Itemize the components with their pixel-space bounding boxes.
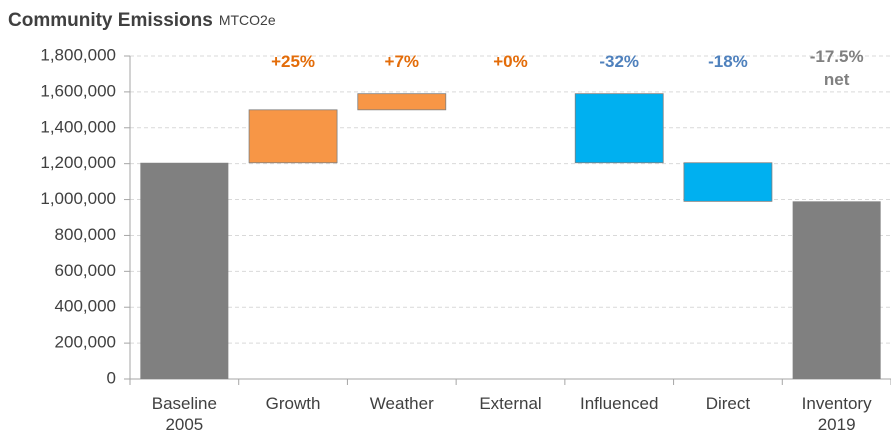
y-tick-label: 200,000 xyxy=(55,333,116,352)
x-tick-label: Baseline 2005 xyxy=(152,394,217,434)
chart-title: Community Emissions MTCO2e xyxy=(8,10,276,31)
x-tick-line: 2005 xyxy=(165,415,203,434)
x-tick-label: Influenced xyxy=(580,394,658,413)
bar xyxy=(140,162,229,379)
x-tick-label: Growth xyxy=(266,394,321,413)
x-tick-line: 2019 xyxy=(818,415,856,434)
annotation-line: -17.5% xyxy=(810,47,864,66)
y-tick-label: 600,000 xyxy=(55,261,116,280)
y-tick-label: 1,400,000 xyxy=(40,117,116,136)
annotation: -17.5% net xyxy=(810,47,864,89)
x-tick-line: Influenced xyxy=(580,394,658,413)
x-tick-label: Weather xyxy=(370,394,434,413)
annotation: +7% xyxy=(385,52,420,71)
annotation-line: +7% xyxy=(385,52,420,71)
annotation-line: +25% xyxy=(271,52,315,71)
y-tick-label: 0 xyxy=(107,368,116,387)
annotation-line: -18% xyxy=(708,52,748,71)
x-tick-line: Growth xyxy=(266,394,321,413)
bar xyxy=(792,201,881,379)
y-tick-label: 1,600,000 xyxy=(40,81,116,100)
annotation: +0% xyxy=(493,52,528,71)
annotation-line: -32% xyxy=(599,52,639,71)
x-tick-label: Direct xyxy=(706,394,751,413)
bar xyxy=(683,162,773,202)
annotation: +25% xyxy=(271,52,315,71)
annotation-line: +0% xyxy=(493,52,528,71)
bar xyxy=(248,109,338,164)
x-tick-line: Inventory xyxy=(802,394,872,413)
x-tick-label: Inventory 2019 xyxy=(802,394,872,434)
annotation: -32% xyxy=(599,52,639,71)
y-tick-label: 400,000 xyxy=(55,297,116,316)
x-tick-label: External xyxy=(479,394,541,413)
bar xyxy=(574,93,664,164)
x-tick-line: External xyxy=(479,394,541,413)
x-tick-line: Weather xyxy=(370,394,434,413)
x-tick-line: Direct xyxy=(706,394,751,413)
bar xyxy=(357,93,447,111)
y-tick-label: 800,000 xyxy=(55,225,116,244)
y-tick-label: 1,800,000 xyxy=(40,45,116,64)
title-text: Community Emissions xyxy=(8,10,213,31)
y-tick-label: 1,000,000 xyxy=(40,189,116,208)
units: MTCO2e xyxy=(219,12,276,28)
annotation: -18% xyxy=(708,52,748,71)
annotation-line: net xyxy=(824,70,850,89)
x-tick-line: Baseline xyxy=(152,394,217,413)
y-tick-label: 1,200,000 xyxy=(40,153,116,172)
